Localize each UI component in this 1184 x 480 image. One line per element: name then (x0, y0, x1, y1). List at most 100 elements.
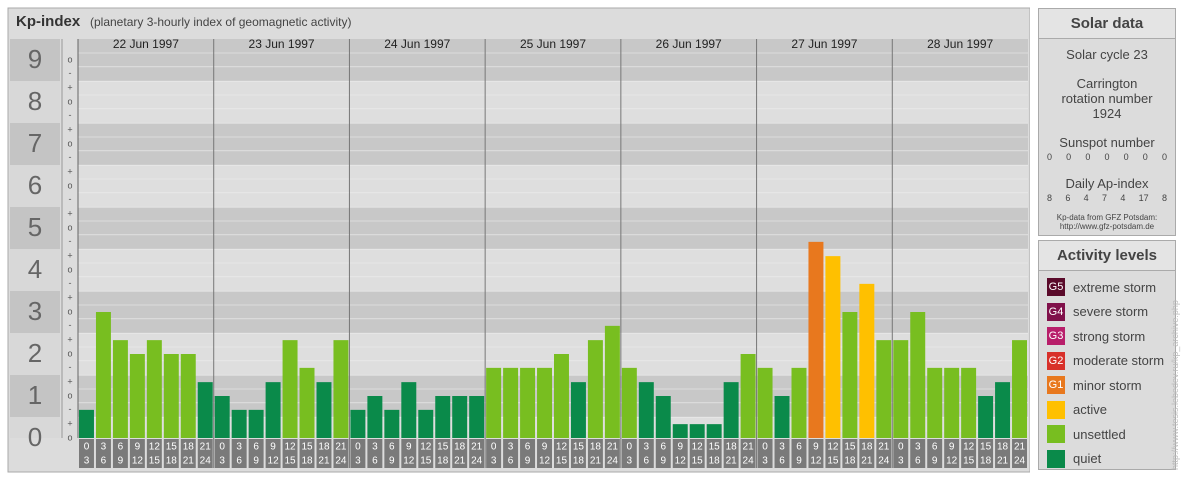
bar (146, 340, 162, 438)
ap-title: Daily Ap-index (1065, 176, 1149, 191)
bar (418, 409, 434, 438)
hour-cell (995, 439, 1011, 468)
level-label: strong storm (1073, 328, 1146, 344)
level-label: severe storm (1073, 304, 1149, 320)
level-swatch: G5 (1047, 278, 1065, 297)
y-tick-label: 5 (28, 212, 42, 242)
hour-end: 15 (963, 456, 975, 467)
carrington: Carrington rotation number 1924 (1061, 76, 1153, 121)
hour-start: 3 (372, 442, 378, 453)
hour-end: 24 (200, 456, 212, 467)
hour-cell (876, 439, 892, 468)
hour-end: 18 (166, 456, 178, 467)
hour-end: 21 (590, 456, 602, 467)
bar (282, 340, 298, 438)
bar (927, 367, 943, 438)
hour-start: 12 (556, 442, 568, 453)
hour-start: 12 (149, 442, 161, 453)
y-tick-label: 3 (28, 296, 42, 326)
value: 4 (1120, 193, 1126, 203)
hour-end: 21 (861, 456, 873, 467)
hour-cell (859, 439, 875, 468)
hour-start: 0 (355, 442, 361, 453)
label-cell (10, 123, 60, 165)
bar (1012, 340, 1027, 438)
hour-start: 0 (898, 442, 904, 453)
hour-start: 21 (471, 442, 483, 453)
level: G2 moderate storm (1039, 349, 1175, 374)
hour-end: 18 (709, 456, 721, 467)
minor-tick-label: + (67, 125, 72, 135)
kp-chart: Kp-index (planetary 3-hourly index of ge… (7, 7, 1030, 473)
level-code: G1 (1048, 379, 1064, 392)
hour-start: 6 (118, 442, 124, 453)
value: 0 (1066, 152, 1072, 162)
day-label: 26 Jun 1997 (656, 37, 722, 51)
hour-start: 12 (420, 442, 432, 453)
hour-start: 6 (932, 442, 938, 453)
hour-start: 15 (980, 442, 992, 453)
hour-start: 18 (183, 442, 195, 453)
hour-start: 12 (963, 442, 975, 453)
level: active (1039, 398, 1175, 423)
hour-end: 12 (268, 456, 280, 467)
bar (214, 396, 230, 438)
bar (367, 396, 383, 438)
hour-end: 24 (471, 456, 483, 467)
value: 6 (1065, 193, 1071, 203)
hour-end: 21 (454, 456, 466, 467)
bar (604, 325, 620, 438)
hour-start: 15 (437, 442, 449, 453)
bar (740, 354, 756, 438)
minor-tick-label: o (67, 138, 72, 148)
minor-tick-label: - (69, 152, 72, 162)
hour-cell (282, 439, 298, 468)
minor-tick-label: - (69, 404, 72, 414)
hour-cell (316, 439, 332, 468)
bar (520, 367, 536, 438)
levels-list: G5 extreme storm G4 severe storm G3 strong st… (1039, 271, 1175, 471)
hour-end: 18 (437, 456, 449, 467)
level: G3 strong storm (1039, 324, 1175, 349)
hour-start: 21 (743, 442, 755, 453)
bar (859, 283, 875, 438)
level: unsettled (1039, 422, 1175, 447)
hour-cell (163, 439, 179, 468)
hour-end: 12 (810, 456, 822, 467)
hour-end: 24 (743, 456, 755, 467)
minor-tick-label: - (69, 68, 72, 78)
hour-end: 6 (372, 456, 378, 467)
hour-cell (452, 439, 468, 468)
hour-end: 15 (420, 456, 432, 467)
y-tick-label: 8 (28, 86, 42, 116)
hour-cell (112, 439, 128, 468)
bar (672, 424, 688, 438)
solar-cycle: Solar cycle 23 (1066, 47, 1148, 62)
source: Kp-data from GFZ Potsdam: (1056, 213, 1158, 222)
hour-cell (689, 439, 705, 468)
hour-end: 12 (946, 456, 958, 467)
value: 0 (1104, 152, 1110, 162)
level: G1 minor storm (1039, 373, 1175, 398)
hour-cell (350, 439, 366, 468)
hour-cell (299, 439, 315, 468)
level-code: G2 (1048, 354, 1064, 367)
hour-end: 6 (101, 456, 107, 467)
hour-start: 21 (335, 442, 347, 453)
label-cell (10, 207, 60, 249)
hour-end: 3 (355, 456, 361, 467)
ap-row: 8 6 4 7 4 17 8 (1039, 191, 1175, 205)
chart-subtitle: (planetary 3-hourly index of geomagnetic… (90, 15, 351, 29)
value: 7 (1101, 193, 1107, 203)
hour-cell (961, 439, 977, 468)
hour-end: 6 (915, 456, 921, 467)
hour-end: 12 (539, 456, 551, 467)
hour-cell (197, 439, 213, 468)
hour-cell (740, 439, 756, 468)
hour-cell (706, 439, 722, 468)
hour-cell (570, 439, 586, 468)
label-cell (10, 333, 60, 375)
hour-start: 21 (1014, 442, 1026, 453)
hour-cell (503, 439, 519, 468)
y-tick-label: 1 (28, 380, 42, 410)
